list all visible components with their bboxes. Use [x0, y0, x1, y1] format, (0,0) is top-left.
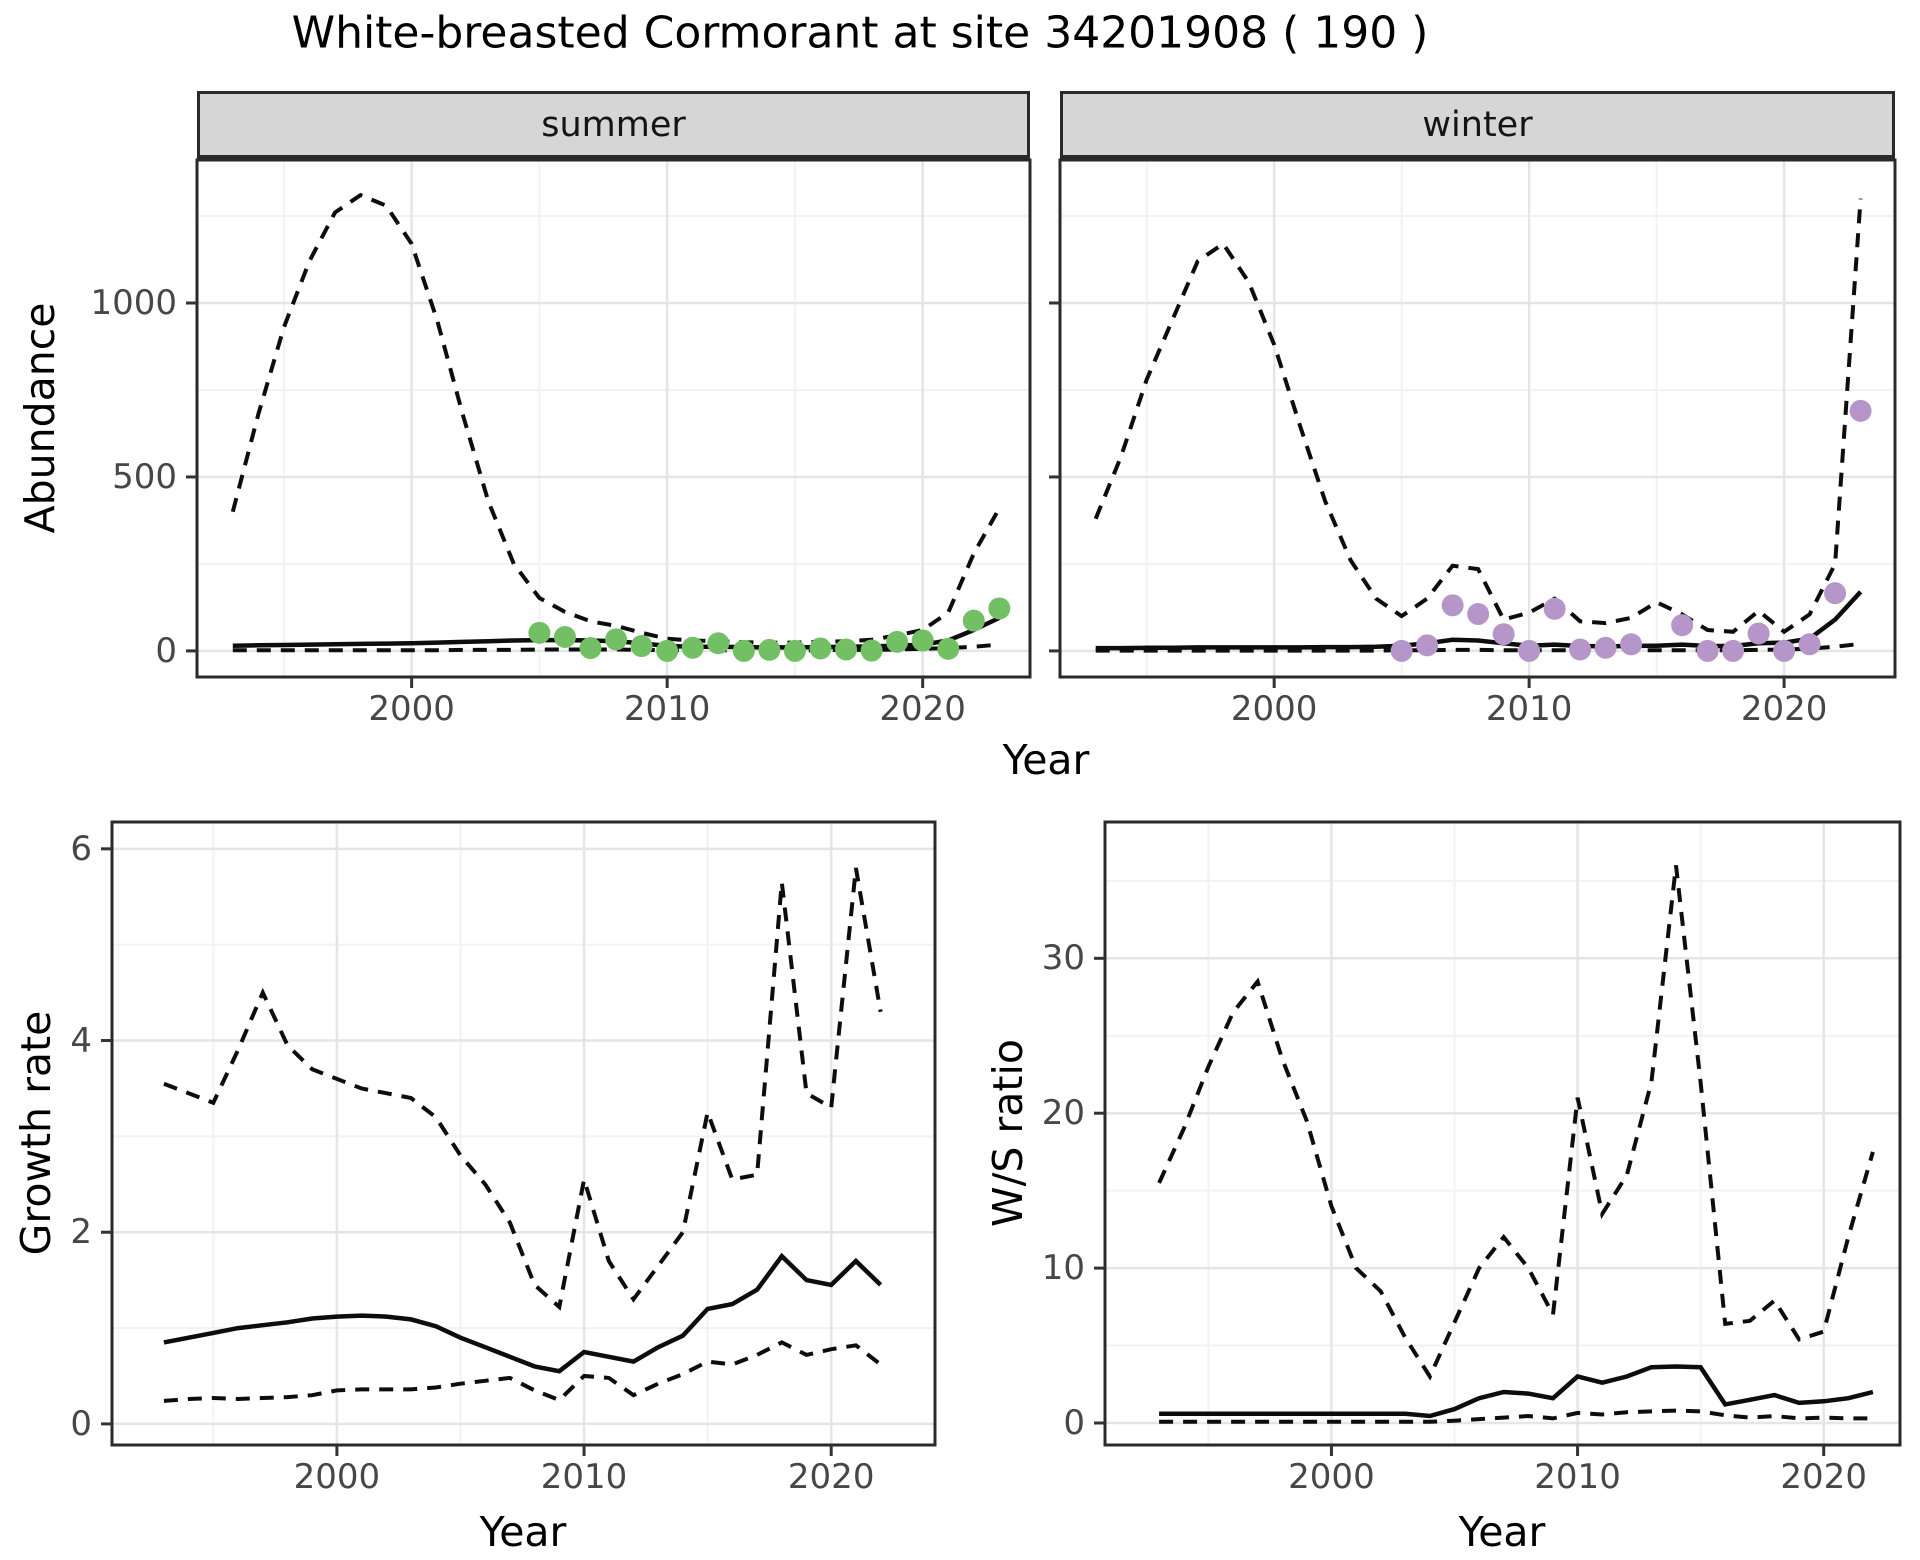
abundance_winter-data-point: [1543, 597, 1566, 620]
panel-abundance_winter: [1049, 158, 1897, 688]
abundance_summer-data-point: [860, 639, 883, 662]
abundance_winter-data-point: [1416, 634, 1439, 657]
y-tick-label: 20: [1041, 1093, 1085, 1134]
facet-strip-winter-label: winter: [1422, 104, 1533, 145]
abundance_winter-data-point: [1747, 622, 1770, 645]
abundance_winter-data-point: [1773, 639, 1796, 662]
y-tick-label: 0: [70, 1403, 92, 1444]
abundance_winter-upper_ci-line: [1093, 198, 1863, 635]
year-axis-title-bottom-right: Year: [1458, 1508, 1546, 1556]
abundance_winter-data-point: [1722, 639, 1745, 662]
year-axis-title-bottom-left: Year: [479, 1508, 567, 1556]
y-tick-label: 500: [112, 456, 177, 497]
panel-border: [1103, 820, 1902, 1447]
abundance-axis-title: Abundance: [16, 302, 64, 534]
abundance_winter-data-point: [1569, 638, 1592, 661]
abundance_summer-data-point: [962, 609, 985, 632]
panel-border: [110, 820, 937, 1447]
facet-strip-summer: summer: [197, 91, 1030, 160]
x-tick-label: 2000: [1288, 1457, 1375, 1497]
x-tick-label: 2020: [787, 1457, 875, 1497]
y-tick-label: 6: [70, 828, 92, 869]
abundance_summer-data-point: [732, 639, 755, 662]
abundance_summer-data-point: [809, 637, 832, 660]
ws_ratio-mean-line: [1159, 1364, 1874, 1419]
growth_rate-mean-line: [163, 1252, 883, 1374]
x-tick-label: 2010: [623, 689, 711, 729]
abundance_summer-data-point: [656, 639, 679, 662]
abundance_summer-data-point: [783, 639, 806, 662]
abundance_summer-data-point: [937, 637, 960, 660]
abundance_summer-data-point: [605, 628, 628, 651]
panel-ws_ratio: [1094, 820, 1902, 1456]
abundance_winter-data-point: [1467, 603, 1490, 626]
year-axis-title-top: Year: [1002, 736, 1090, 784]
x-tick-label: 2000: [368, 689, 455, 729]
facet-strip-winter: winter: [1060, 91, 1895, 160]
x-tick-label: 2020: [1780, 1457, 1867, 1497]
abundance_summer-data-point: [758, 638, 781, 661]
y-tick-label: 10: [1041, 1248, 1085, 1289]
abundance_summer-data-point: [579, 637, 602, 660]
growth_rate-upper_ci-line: [163, 867, 883, 1311]
x-tick-label: 2000: [293, 1457, 381, 1497]
y-tick-label: 1000: [90, 282, 177, 323]
figure-title: White-breasted Cormorant at site 3420190…: [291, 7, 1429, 59]
x-tick-label: 2020: [879, 689, 966, 729]
abundance_summer-data-point: [911, 629, 934, 652]
y-tick-label: 0: [1063, 1403, 1085, 1443]
y-tick-label: 30: [1041, 938, 1085, 979]
abundance_summer-data-point: [528, 621, 551, 644]
abundance_winter-data-point: [1594, 636, 1617, 659]
abundance_summer-data-point: [835, 638, 858, 661]
abundance_winter-data-point: [1441, 594, 1464, 617]
abundance_winter-data-point: [1518, 639, 1541, 662]
abundance_winter-data-point: [1696, 639, 1719, 662]
abundance_winter-data-point: [1798, 633, 1821, 656]
panel-border: [195, 158, 1032, 679]
abundance_summer-data-point: [553, 625, 576, 648]
abundance_winter-data-point: [1390, 639, 1413, 662]
abundance_winter-data-point: [1824, 582, 1847, 605]
abundance_winter-data-point: [1671, 614, 1694, 637]
abundance_winter-data-point: [1620, 633, 1643, 656]
panel-growth_rate: [101, 820, 937, 1456]
abundance_winter-data-point: [1492, 623, 1515, 646]
abundance_summer-data-point: [886, 630, 909, 653]
x-tick-label: 2010: [540, 1457, 628, 1497]
abundance_summer-data-point: [707, 632, 730, 655]
facet-strip-summer-label: summer: [541, 104, 686, 145]
x-tick-label: 2000: [1230, 689, 1318, 729]
abundance_summer-data-point: [988, 597, 1011, 620]
y-tick-label: 0: [155, 630, 177, 671]
growth_rate-lower_ci-line: [163, 1340, 882, 1403]
abundance_summer-data-point: [630, 635, 653, 658]
y-tick-label: 2: [70, 1212, 92, 1253]
panel-abundance_summer: [186, 158, 1032, 688]
abundance_summer-data-point: [681, 636, 704, 659]
panel-border: [1058, 158, 1897, 679]
abundance_summer-lower_ci-line: [232, 642, 1000, 653]
x-tick-label: 2010: [1534, 1457, 1621, 1497]
abundance_winter-data-point: [1849, 399, 1872, 422]
ws_ratio-upper_ci-line: [1157, 865, 1875, 1381]
y-tick-label: 4: [70, 1020, 92, 1061]
x-tick-label: 2020: [1740, 689, 1828, 729]
x-tick-label: 2010: [1485, 689, 1573, 729]
